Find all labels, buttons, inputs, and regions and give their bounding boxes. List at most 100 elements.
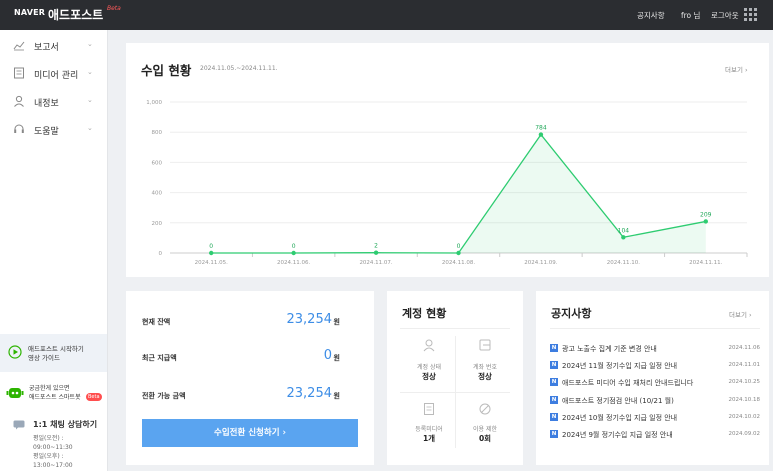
notice-more-link[interactable]: 더보기 › (729, 311, 752, 319)
play-circle-icon (8, 345, 22, 359)
data-label: 0 (457, 243, 461, 250)
recent-payment-value: 0 (323, 348, 332, 363)
notice-text: 2024년 10월 정기수입 지급 일정 안내 (562, 414, 678, 422)
balance-card: 현재 잔액 23,254 원 최근 지급액 0 원 전환 가능 금액 23,25… (126, 291, 374, 465)
data-label: 784 (535, 125, 547, 132)
notice-text: 광고 노출수 집계 기준 변경 안내 (562, 345, 657, 353)
notice-date: 2024.10.25 (728, 379, 761, 385)
notice-item[interactable]: N 2024년 10월 정기수입 지급 일정 안내 2024.10.02 (550, 409, 760, 426)
y-tick-label: 800 (152, 130, 163, 136)
chat-consult[interactable]: 1:1 채팅 상담하기 평일(오전) : 09:00~11:30 평일(오후) … (0, 414, 107, 471)
data-point[interactable] (621, 235, 626, 240)
sidebar-item-label: 도움말 (34, 127, 59, 137)
y-tick-label: 0 (159, 251, 163, 257)
currency-unit: 원 (333, 318, 340, 326)
sidebar-item-help[interactable]: 도움말 ⌄ (0, 117, 107, 143)
revenue-more-link[interactable]: 더보기 › (725, 66, 748, 74)
divider (550, 328, 760, 329)
notice-item[interactable]: N 2024년 9월 정기수입 지급 일정 안내 2024.09.02 (550, 426, 760, 443)
apps-grid-icon[interactable] (744, 8, 757, 21)
smartbot-banner[interactable]: 궁금한게 있으면 애드포스트 스마트봇 Beta (0, 376, 107, 412)
convert-income-button[interactable]: 수입전환 신청하기 › (142, 419, 358, 447)
y-tick-label: 200 (152, 221, 163, 227)
new-badge: N (550, 361, 558, 369)
wallet-icon (479, 339, 491, 351)
divider (400, 392, 510, 393)
data-point[interactable] (703, 219, 708, 224)
sidebar-item-reports[interactable]: 보고서 ⌄ (0, 33, 107, 59)
series-area (211, 134, 706, 253)
notice-text: 애드포스트 미디어 수입 재처리 안내드립니다 (562, 379, 694, 387)
top-bar: NAVER 애드포스트 Beta 공지사항 fro 님 로그아웃 (0, 0, 773, 30)
revenue-period: 2024.11.05.~2024.11.11. (200, 65, 278, 72)
usage-limit-label: 이용 제한 (473, 426, 497, 433)
convertible-label: 전환 가능 금액 (142, 392, 186, 400)
sidebar-item-media[interactable]: 미디어 관리 ⌄ (0, 61, 107, 87)
notice-link[interactable]: 공지사항 (637, 11, 665, 20)
new-badge: N (550, 396, 558, 404)
chat-hours-label: 평일(오전) : (33, 435, 64, 442)
data-point[interactable] (538, 132, 544, 137)
chart-line-icon (13, 41, 25, 51)
notice-date: 2024.10.18 (728, 397, 761, 403)
account-state-cell: 계정 상태 정상 (401, 338, 457, 388)
new-badge: N (550, 413, 558, 421)
revenue-title: 수입 현황 (141, 63, 192, 78)
guide-line2: 영상 가이드 (28, 354, 60, 362)
notice-text: 2024년 11월 정기수입 지급 일정 안내 (562, 362, 678, 370)
chat-hours-value: 13:00~17:00 (33, 462, 73, 469)
convertible-row: 전환 가능 금액 23,254 원 (126, 378, 358, 418)
notice-item[interactable]: N 2024년 11월 정기수입 지급 일정 안내 2024.11.01 (550, 357, 760, 374)
notice-title: 공지사항 (551, 307, 592, 320)
notice-date: 2024.11.06 (728, 345, 761, 351)
usage-limit-value: 0회 (478, 434, 492, 443)
current-balance-value: 23,254 (286, 312, 333, 327)
beta-mark: Beta (107, 5, 121, 12)
data-label: 104 (618, 227, 630, 234)
series-line (211, 133, 706, 254)
notice-item[interactable]: N 애드포스트 정기점검 안내 (10/21 월) 2024.10.18 (550, 392, 760, 409)
x-tick-label: 2024.11.11. (689, 260, 722, 266)
x-tick-label: 2024.11.06. (277, 260, 310, 266)
notice-item[interactable]: N 애드포스트 미디어 수입 재처리 안내드립니다 2024.10.25 (550, 374, 760, 391)
currency-unit: 원 (333, 354, 340, 362)
media-doc-icon (14, 67, 24, 79)
user-name-link[interactable]: fro 님 (681, 11, 701, 20)
notice-date: 2024.10.02 (728, 414, 761, 420)
notice-text: 2024년 9월 정기수입 지급 일정 안내 (562, 431, 673, 439)
usage-limit-cell: 이용 제한 0회 (457, 402, 513, 452)
current-balance-row: 현재 잔액 23,254 원 (126, 301, 358, 341)
smartbot-line1: 궁금한게 있으면 (29, 385, 70, 392)
y-tick-label: 600 (152, 160, 163, 166)
bank-account-label: 계좌 번호 (473, 364, 497, 371)
guide-line1: 애드포스트 시작하기 (28, 345, 84, 353)
sidebar-item-myinfo[interactable]: 내정보 ⌄ (0, 89, 107, 115)
data-point[interactable] (291, 250, 296, 256)
ban-icon (479, 403, 491, 415)
x-tick-label: 2024.11.08. (442, 260, 475, 266)
sidebar-item-label: 보고서 (34, 43, 59, 53)
data-point[interactable] (373, 250, 379, 255)
naver-logo[interactable]: NAVER (14, 8, 46, 17)
x-tick-label: 2024.11.07. (359, 260, 392, 266)
notice-date: 2024.09.02 (728, 431, 761, 437)
robot-icon (6, 388, 24, 398)
logout-link[interactable]: 로그아웃 (711, 11, 739, 20)
adpost-logo[interactable]: 애드포스트 (48, 8, 104, 22)
data-point[interactable] (456, 250, 461, 256)
bank-account-cell: 계좌 번호 정상 (457, 338, 513, 388)
data-label: 0 (292, 243, 296, 250)
bank-account-value: 정상 (478, 372, 492, 381)
registered-media-cell: 등록미디어 1개 (401, 402, 457, 452)
smartbot-line2: 애드포스트 스마트봇 (29, 394, 81, 401)
registered-media-value: 1개 (422, 434, 436, 443)
chevron-down-icon: ⌄ (87, 68, 93, 76)
recent-payment-label: 최근 지급액 (142, 354, 177, 362)
account-title: 계정 현황 (402, 307, 447, 320)
chevron-down-icon: ⌄ (87, 96, 93, 104)
video-guide-banner[interactable]: 애드포스트 시작하기 영상 가이드 (0, 334, 107, 372)
person-icon (14, 95, 24, 107)
data-point[interactable] (209, 250, 214, 256)
notice-item[interactable]: N 광고 노출수 집계 기준 변경 안내 2024.11.06 (550, 340, 760, 357)
beta-badge: Beta (86, 393, 102, 401)
